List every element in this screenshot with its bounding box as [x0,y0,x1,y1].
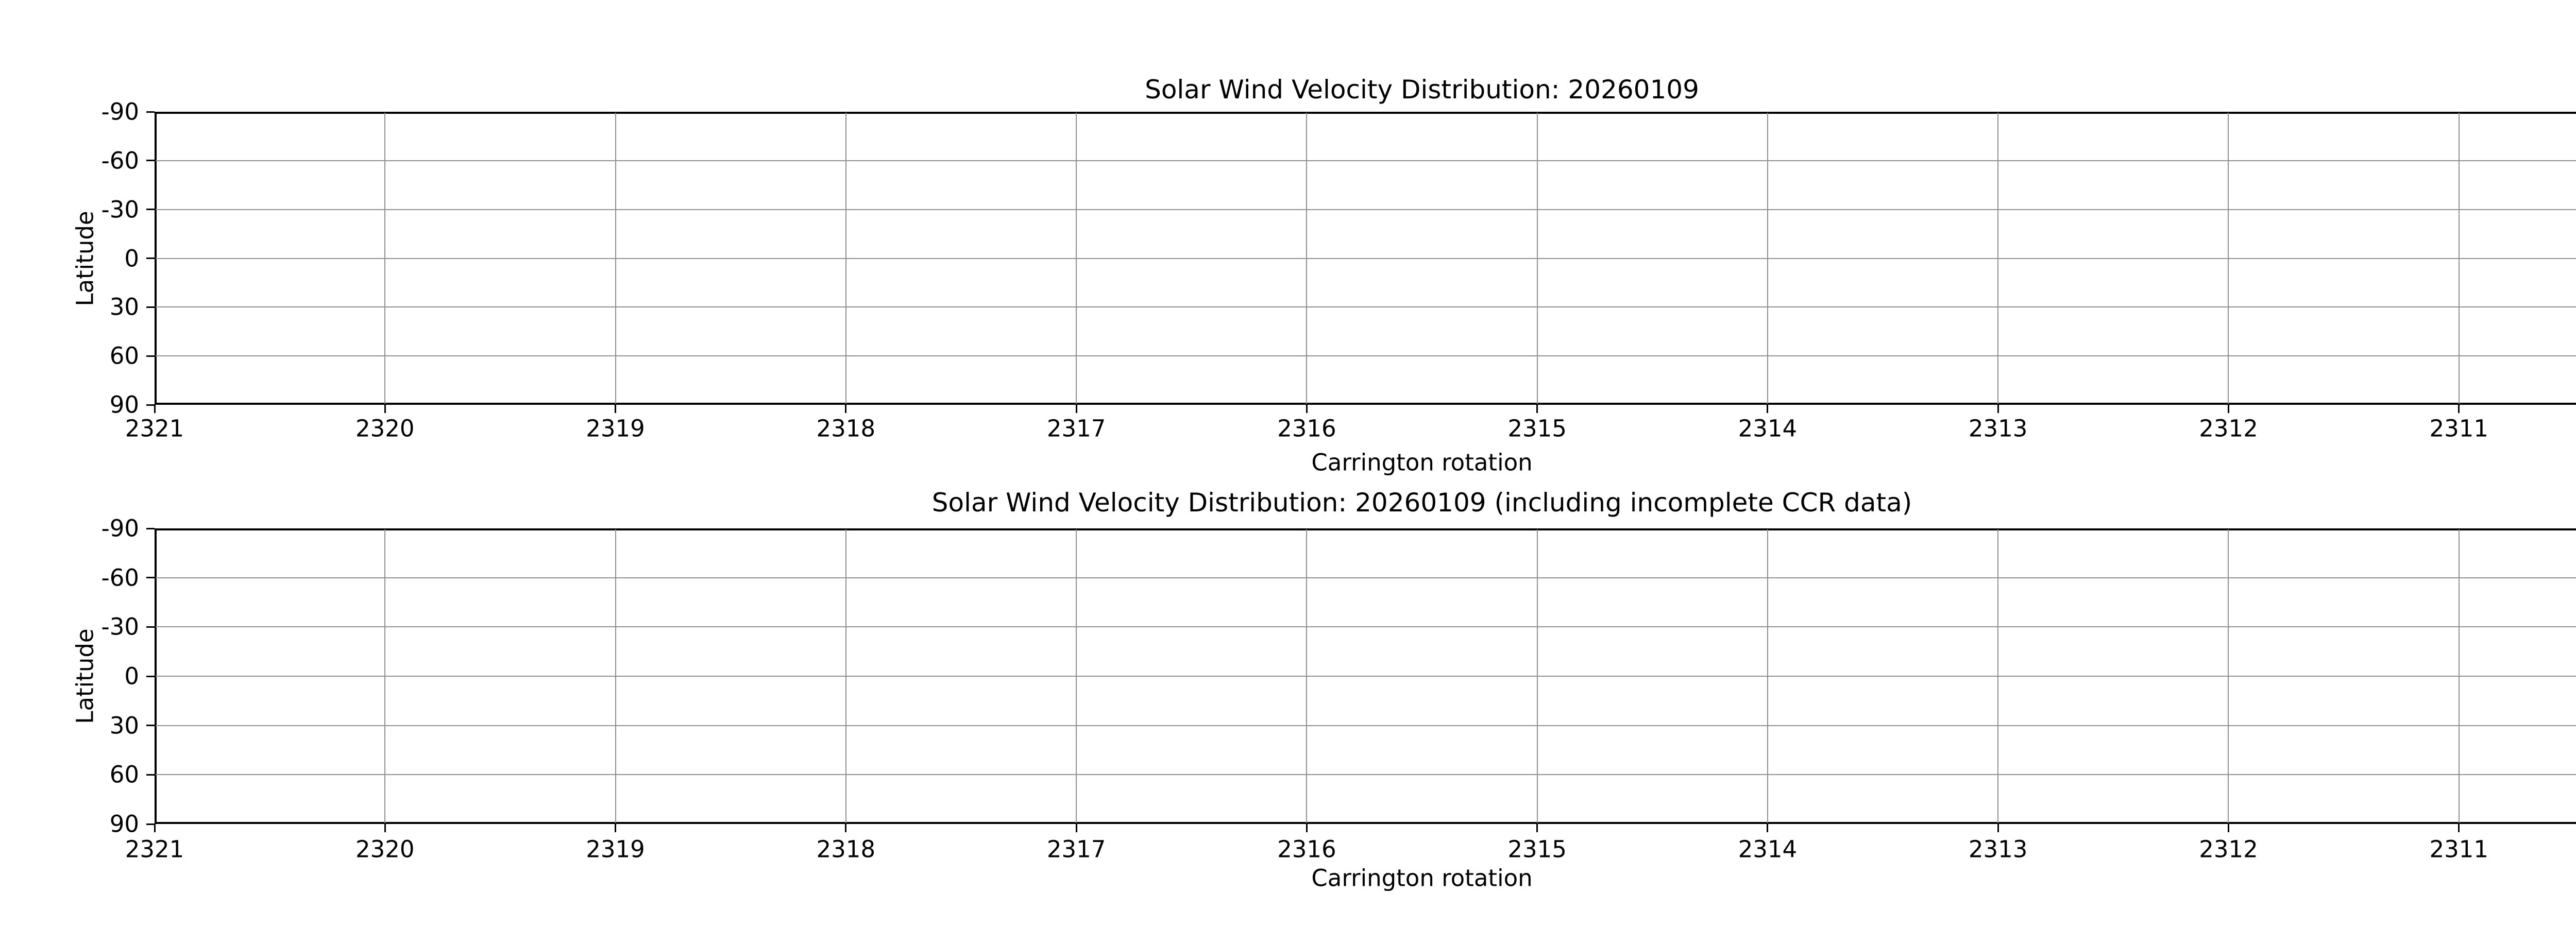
gridline-horizontal [156,355,2576,357]
y-tick-label: -30 [101,613,140,641]
x-tick-label: 2318 [816,415,876,442]
y-tick [146,258,155,259]
top-plot-xaxis-label: Carrington rotation [1311,449,1533,476]
x-tick [1536,405,1538,413]
bottom-plot-title: Solar Wind Velocity Distribution: 202601… [931,488,1912,518]
x-tick-label: 2315 [1507,415,1567,442]
y-tick-label: 30 [109,293,139,321]
x-tick [1306,405,1308,413]
y-tick-label: 60 [109,342,139,370]
x-tick-label: 2314 [1738,835,1798,863]
x-tick-label: 2318 [816,835,876,863]
y-tick-label: 90 [109,810,139,838]
gridline-horizontal [156,306,2576,308]
x-tick [154,824,156,832]
y-tick [146,577,155,579]
y-tick [146,675,155,677]
y-tick [146,527,155,529]
x-tick-label: 2317 [1046,835,1106,863]
x-tick [1767,824,1769,832]
x-tick-label: 2320 [355,415,415,442]
top-plot-title: Solar Wind Velocity Distribution: 202601… [1145,75,1699,105]
x-tick [2458,405,2460,413]
x-tick-label: 2312 [2199,835,2258,863]
gridline-horizontal [156,676,2576,677]
x-tick-label: 2321 [125,415,184,442]
x-tick-label: 2313 [1968,415,2028,442]
y-tick [146,404,155,406]
x-tick [2227,824,2229,832]
y-tick [146,355,155,357]
x-tick-label: 2314 [1738,415,1798,442]
gridline-horizontal [156,725,2576,726]
gridline-horizontal [156,258,2576,259]
y-tick-label: -60 [101,147,140,175]
y-tick-label: -90 [101,98,140,126]
x-tick-label: 2311 [2429,415,2488,442]
x-tick [1306,824,1308,832]
x-tick [615,405,617,413]
x-tick [1075,824,1077,832]
gridline-horizontal [156,626,2576,628]
x-tick [154,405,156,413]
x-tick-label: 2311 [2429,835,2488,863]
y-tick [146,626,155,628]
x-tick-label: 2320 [355,835,415,863]
x-tick [1075,405,1077,413]
x-tick [1997,405,1999,413]
x-tick [384,405,386,413]
x-tick-label: 2312 [2199,415,2258,442]
x-tick [845,405,847,413]
y-tick [146,774,155,776]
x-tick-label: 2313 [1968,835,2028,863]
y-tick-label: -90 [101,514,140,542]
x-tick [1536,824,1538,832]
y-tick-label: 90 [109,391,139,419]
x-tick-label: 2317 [1046,415,1106,442]
y-tick-label: 60 [109,761,139,788]
gridline-horizontal [156,577,2576,578]
y-tick [146,306,155,308]
y-tick [146,823,155,825]
x-tick-label: 2316 [1277,415,1336,442]
x-tick-label: 2319 [586,835,645,863]
x-tick [615,824,617,832]
y-tick [146,111,155,113]
x-tick-label: 2321 [125,835,184,863]
x-tick-label: 2316 [1277,835,1336,863]
x-tick-label: 2319 [586,415,645,442]
x-tick [2458,824,2460,832]
y-tick-label: 0 [124,245,139,272]
x-tick [1997,824,1999,832]
gridline-horizontal [156,774,2576,776]
y-tick [146,725,155,727]
bottom-plot-xaxis-label: Carrington rotation [1311,864,1533,892]
x-tick [2227,405,2229,413]
y-tick [146,209,155,211]
y-tick-label: 30 [109,712,139,740]
x-tick [845,824,847,832]
y-tick [146,160,155,162]
x-tick-label: 2315 [1507,835,1567,863]
y-tick-label: -30 [101,196,140,224]
gridline-horizontal [156,209,2576,210]
x-tick [1767,405,1769,413]
y-tick-label: 0 [124,662,139,690]
y-tick-label: -60 [101,564,140,592]
x-tick [384,824,386,832]
gridline-horizontal [156,160,2576,161]
